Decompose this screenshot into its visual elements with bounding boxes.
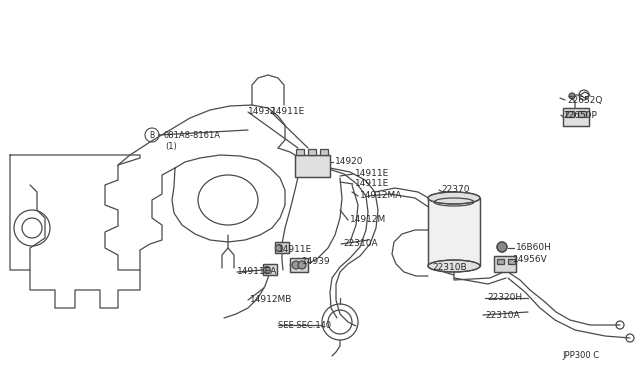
- Bar: [275, 242, 289, 253]
- Text: 14956V: 14956V: [513, 256, 548, 264]
- Text: 14911E: 14911E: [278, 246, 312, 254]
- Bar: [320, 149, 328, 155]
- Text: 14912MB: 14912MB: [250, 295, 292, 305]
- Bar: [566, 111, 574, 117]
- Circle shape: [298, 261, 306, 269]
- Text: 14911E: 14911E: [271, 108, 305, 116]
- Circle shape: [497, 242, 507, 252]
- Text: B: B: [149, 131, 155, 140]
- Text: JPP300 C: JPP300 C: [562, 350, 599, 359]
- Bar: [494, 256, 516, 272]
- Bar: [497, 259, 504, 264]
- Bar: [508, 259, 515, 264]
- Circle shape: [569, 93, 575, 99]
- Text: 22370: 22370: [441, 186, 470, 195]
- Text: 22310A: 22310A: [485, 311, 520, 320]
- Bar: [290, 258, 308, 272]
- Bar: [578, 111, 586, 117]
- Bar: [275, 242, 289, 253]
- Text: 22310A: 22310A: [343, 240, 378, 248]
- Text: 14939: 14939: [302, 257, 331, 266]
- Text: 14932: 14932: [248, 108, 276, 116]
- Text: 22650P: 22650P: [563, 110, 597, 119]
- Circle shape: [275, 244, 282, 251]
- Text: 14911E: 14911E: [355, 180, 389, 189]
- Ellipse shape: [428, 260, 480, 272]
- Text: 14920: 14920: [335, 157, 364, 167]
- Text: 22652Q: 22652Q: [567, 96, 602, 105]
- Bar: [263, 264, 277, 275]
- Text: 081A8-8161A: 081A8-8161A: [163, 131, 220, 140]
- Text: 14911E: 14911E: [355, 170, 389, 179]
- Text: 14911EA: 14911EA: [237, 267, 277, 276]
- Text: 16B60H: 16B60H: [516, 244, 552, 253]
- Text: (1): (1): [165, 141, 177, 151]
- Ellipse shape: [428, 192, 480, 204]
- Bar: [563, 108, 589, 126]
- Circle shape: [264, 266, 271, 273]
- Bar: [308, 149, 316, 155]
- Bar: [295, 155, 330, 177]
- Bar: [494, 256, 516, 272]
- Bar: [428, 198, 480, 266]
- Bar: [296, 149, 304, 155]
- Text: 14912M: 14912M: [350, 215, 387, 224]
- Bar: [295, 155, 330, 177]
- Text: 14912MA: 14912MA: [360, 192, 403, 201]
- Bar: [263, 264, 277, 275]
- Text: SEE SEC.140: SEE SEC.140: [278, 321, 331, 330]
- Bar: [428, 198, 480, 266]
- Bar: [563, 108, 589, 126]
- Text: 22320H: 22320H: [487, 294, 522, 302]
- Text: 22310B: 22310B: [432, 263, 467, 273]
- Circle shape: [292, 261, 300, 269]
- Bar: [290, 258, 308, 272]
